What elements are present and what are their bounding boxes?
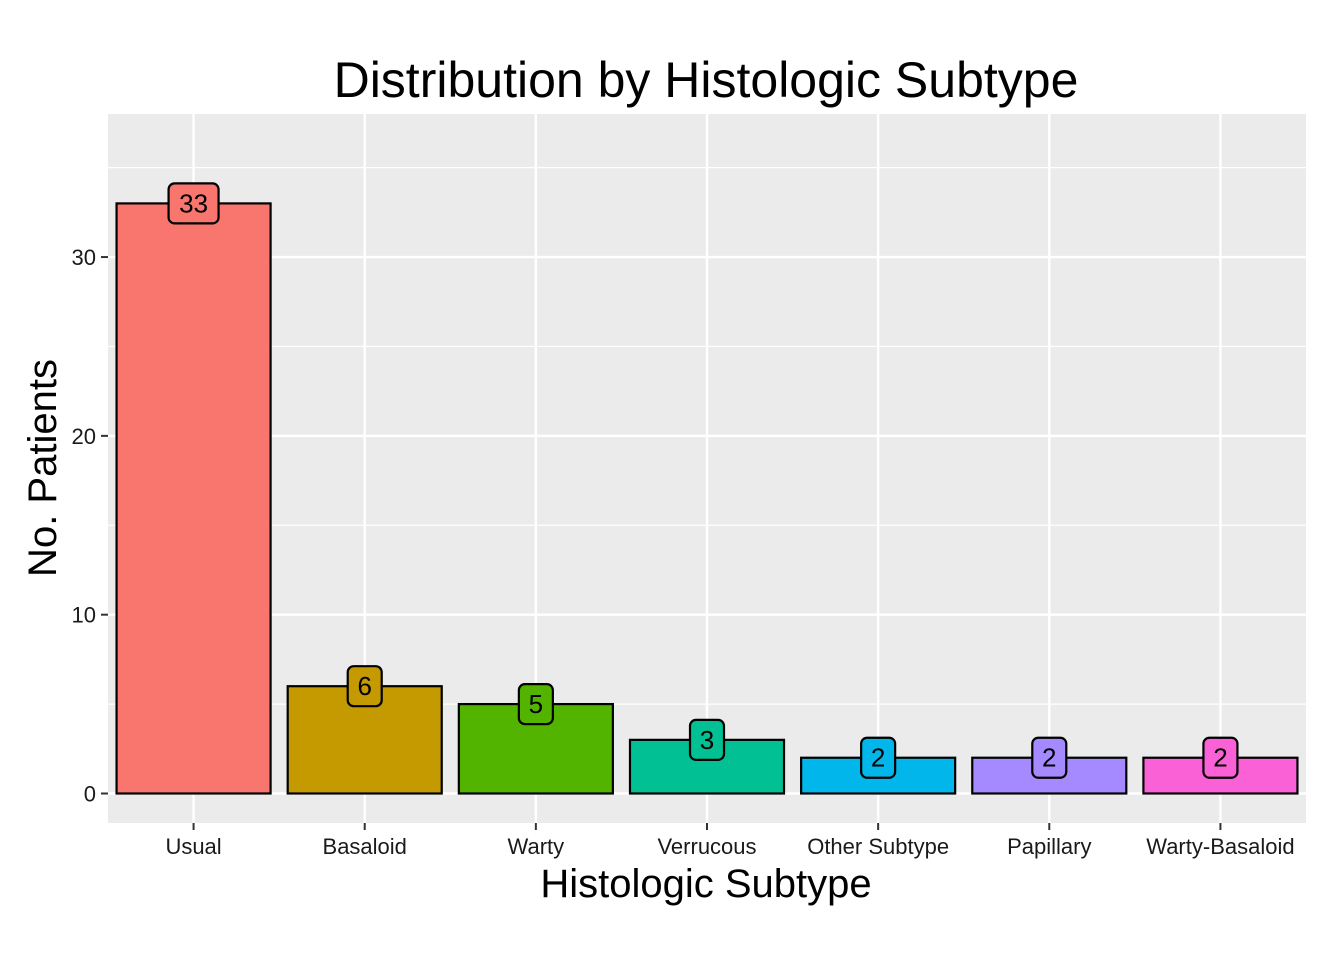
data-label-box xyxy=(1031,736,1068,779)
data-label: 2 xyxy=(1213,743,1227,773)
x-tick-label: Other Subtype xyxy=(807,834,949,859)
data-label: 33 xyxy=(179,188,208,218)
x-tick-label: Papillary xyxy=(1007,834,1091,859)
data-label-box xyxy=(860,736,897,779)
y-axis-title: No. Patients xyxy=(21,359,65,577)
data-label-box xyxy=(346,665,383,708)
data-label: 2 xyxy=(1042,743,1056,773)
chart-title: Distribution by Histologic Subtype xyxy=(334,52,1079,108)
y-tick-label: 30 xyxy=(72,245,96,270)
x-axis-title: Histologic Subtype xyxy=(540,862,871,906)
data-label-box xyxy=(517,682,554,726)
y-tick-label: 20 xyxy=(72,424,96,449)
data-label: 6 xyxy=(357,671,371,701)
y-axis: 0 10 20 30 xyxy=(72,245,108,806)
y-tick-label: 10 xyxy=(72,603,96,628)
data-label-box xyxy=(1202,736,1239,779)
y-tick-label: 0 xyxy=(84,781,96,806)
x-tick-label: Basaloid xyxy=(323,834,407,859)
bars xyxy=(115,202,1299,795)
data-labels: 33 6 5 3 2 2 2 xyxy=(167,182,1239,779)
data-label: 2 xyxy=(871,743,885,773)
x-tick-label: Usual xyxy=(165,834,221,859)
x-axis: Usual Basaloid Warty Verrucous Other Subtype… xyxy=(165,823,1295,859)
data-label: 3 xyxy=(700,725,714,755)
data-label: 5 xyxy=(529,689,543,719)
x-tick-label: Warty xyxy=(508,834,565,859)
x-tick-label: Verrucous xyxy=(657,834,756,859)
x-tick-label: Warty-Basaloid xyxy=(1146,834,1294,859)
data-label-box xyxy=(167,182,220,225)
bar-usual xyxy=(115,202,272,795)
data-label-box xyxy=(688,718,726,761)
